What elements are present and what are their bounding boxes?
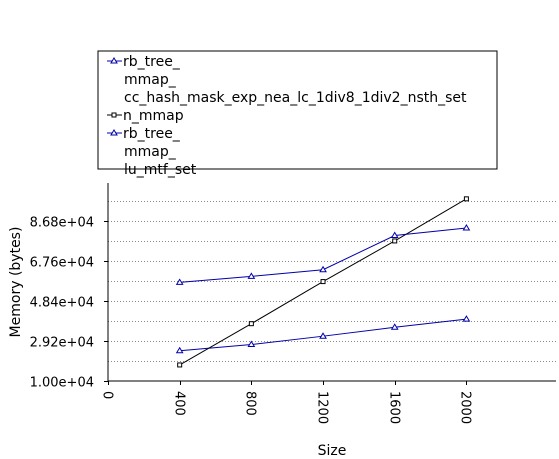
x-tick-label: 2000 <box>458 391 473 424</box>
y-tick-label: 2.92e+04 <box>30 336 94 351</box>
x-tick-label: 0 <box>100 391 115 399</box>
y-axis-title: Memory (bytes) <box>8 227 24 338</box>
series-2 <box>177 196 469 368</box>
data-point-marker <box>175 346 184 354</box>
grid-lines <box>108 201 556 362</box>
x-tick-label: 800 <box>243 391 258 416</box>
data-point-marker <box>111 112 117 118</box>
data-point-marker <box>247 340 256 348</box>
data-point-marker <box>390 323 399 330</box>
x-tick-label: 1200 <box>315 391 330 424</box>
legend-entry: n_mmap <box>107 108 184 124</box>
data-point-marker <box>319 332 327 339</box>
x-tick-label: 1600 <box>387 391 402 424</box>
axes <box>107 183 556 382</box>
y-tick-label: 6.76e+04 <box>30 256 94 271</box>
legend-label: mmap_ <box>124 72 177 88</box>
legend: rb_tree_ mmap_ cc_hash_mask_exp_nea_lc_1di… <box>97 50 498 178</box>
legend-entry: rb_tree_ mmap_ lu_mtf_set <box>107 126 197 178</box>
legend-label: rb_tree_ <box>123 126 181 142</box>
data-point-marker <box>462 224 471 231</box>
legend-entry: rb_tree_ mmap_ cc_hash_mask_exp_nea_lc_1di… <box>107 54 467 106</box>
data-point-marker <box>175 278 184 285</box>
data-point-marker <box>320 279 326 285</box>
data-point-marker <box>463 196 469 202</box>
data-point-marker <box>462 315 471 322</box>
data-point-marker <box>392 238 398 244</box>
legend-box <box>97 50 498 170</box>
data-point-marker <box>319 265 327 273</box>
series-line <box>179 227 467 283</box>
data-point-marker <box>390 231 399 239</box>
data-point-marker <box>110 129 118 136</box>
legend-label: cc_hash_mask_exp_nea_lc_1div8_1div2_nsth… <box>124 90 467 106</box>
data-point-marker <box>110 57 118 64</box>
legend-label: rb_tree_ <box>123 54 181 70</box>
series-1 <box>175 315 471 354</box>
data-point-marker <box>247 272 256 279</box>
y-tick-label: 8.68e+04 <box>30 216 94 231</box>
y-tick-label: 1.00e+04 <box>30 376 94 391</box>
x-axis-title: Size <box>318 443 347 459</box>
x-ticks: 0 400 800 1200 1600 2000 <box>100 381 473 424</box>
legend-label: mmap_ <box>124 144 177 160</box>
series <box>175 196 471 368</box>
x-tick-label: 400 <box>172 391 187 416</box>
legend-label: n_mmap <box>123 108 184 124</box>
data-point-marker <box>248 321 254 327</box>
y-ticks: 1.00e+04 2.92e+04 4.84e+04 6.76e+04 8.68e+04 <box>30 216 108 391</box>
series-3 <box>175 224 471 285</box>
legend-label: lu_mtf_set <box>124 162 197 178</box>
y-tick-label: 4.84e+04 <box>30 296 94 311</box>
data-point-marker <box>177 362 183 368</box>
